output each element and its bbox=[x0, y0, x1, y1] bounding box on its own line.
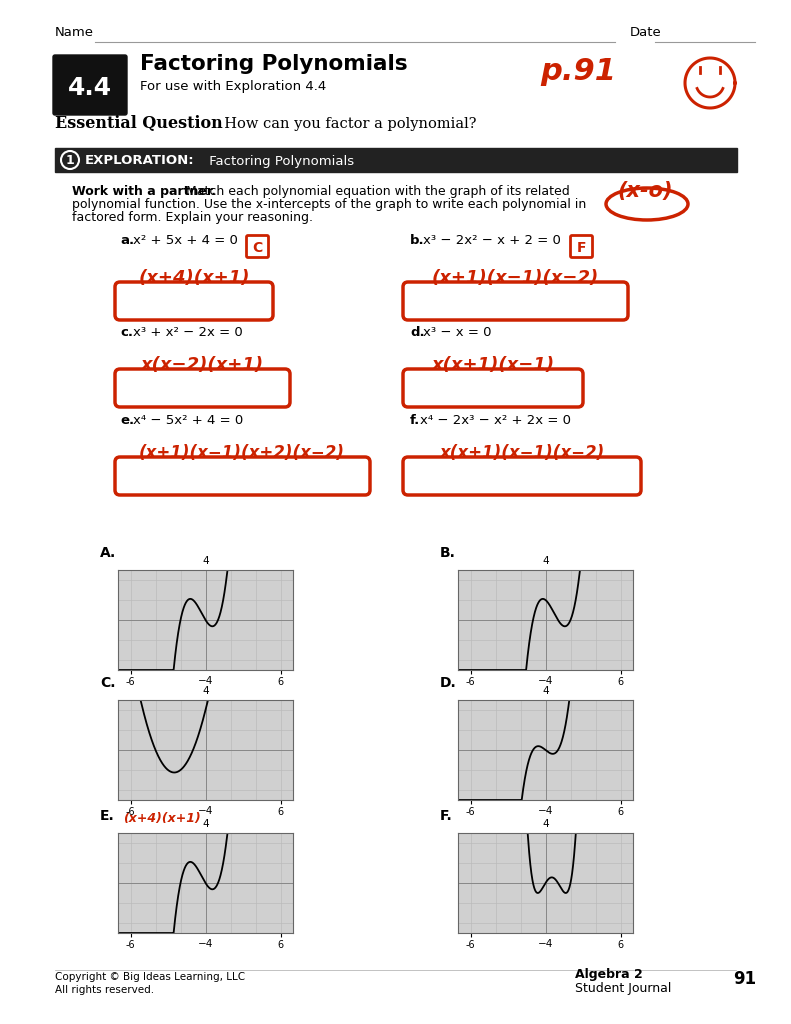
Text: −4: −4 bbox=[538, 676, 553, 686]
Text: x(x+1)(x−1)(x−2): x(x+1)(x−1)(x−2) bbox=[439, 444, 604, 462]
Text: factored form. Explain your reasoning.: factored form. Explain your reasoning. bbox=[72, 211, 313, 224]
Text: d.: d. bbox=[410, 326, 425, 339]
Text: x(x−2)(x+1): x(x−2)(x+1) bbox=[141, 356, 263, 374]
Text: 4: 4 bbox=[542, 556, 549, 566]
Text: 91: 91 bbox=[733, 970, 756, 988]
Text: 4: 4 bbox=[202, 686, 209, 696]
FancyBboxPatch shape bbox=[403, 282, 628, 319]
Text: For use with Exploration 4.4: For use with Exploration 4.4 bbox=[140, 80, 326, 93]
Text: C.: C. bbox=[100, 676, 115, 690]
Text: -1: -1 bbox=[188, 757, 200, 767]
Text: F.: F. bbox=[440, 809, 452, 823]
Text: a.: a. bbox=[120, 234, 134, 247]
Text: Name: Name bbox=[55, 26, 94, 39]
Text: −4: −4 bbox=[198, 806, 214, 816]
FancyBboxPatch shape bbox=[403, 369, 583, 407]
Text: 4: 4 bbox=[202, 819, 209, 829]
Text: Algebra 2: Algebra 2 bbox=[575, 968, 643, 981]
FancyBboxPatch shape bbox=[247, 236, 268, 257]
Text: 4: 4 bbox=[202, 556, 209, 566]
Text: All rights reserved.: All rights reserved. bbox=[55, 985, 154, 995]
Text: −4: −4 bbox=[198, 939, 214, 949]
Bar bbox=[55, 148, 737, 172]
Text: (x+1)(x−1)(x+2)(x−2): (x+1)(x−1)(x+2)(x−2) bbox=[139, 444, 345, 462]
Text: Date: Date bbox=[630, 26, 662, 39]
Text: Factoring Polynomials: Factoring Polynomials bbox=[140, 54, 407, 74]
FancyBboxPatch shape bbox=[115, 282, 273, 319]
Text: (x-o): (x-o) bbox=[617, 181, 672, 201]
Text: Factoring Polynomials: Factoring Polynomials bbox=[205, 155, 354, 168]
Text: Work with a partner.: Work with a partner. bbox=[72, 185, 216, 198]
Text: −4: −4 bbox=[198, 676, 214, 686]
Text: (x+1)(x−1)(x−2): (x+1)(x−1)(x−2) bbox=[431, 269, 599, 287]
Text: Copyright © Big Ideas Learning, LLC: Copyright © Big Ideas Learning, LLC bbox=[55, 972, 245, 982]
Text: f.: f. bbox=[410, 414, 420, 427]
Text: Student Journal: Student Journal bbox=[575, 982, 672, 995]
FancyBboxPatch shape bbox=[570, 236, 592, 257]
Text: E.: E. bbox=[100, 809, 115, 823]
Text: EXPLORATION:: EXPLORATION: bbox=[85, 155, 195, 168]
Circle shape bbox=[61, 151, 79, 169]
Text: B.: B. bbox=[440, 546, 456, 560]
Text: polynomial function. Use the x-intercepts of the graph to write each polynomial : polynomial function. Use the x-intercept… bbox=[72, 198, 586, 211]
FancyBboxPatch shape bbox=[115, 369, 290, 407]
FancyBboxPatch shape bbox=[403, 457, 641, 495]
Text: x³ + x² − 2x = 0: x³ + x² − 2x = 0 bbox=[133, 326, 243, 339]
Text: −4: −4 bbox=[538, 939, 553, 949]
Text: Match each polynomial equation with the graph of its related: Match each polynomial equation with the … bbox=[178, 185, 570, 198]
Text: 4: 4 bbox=[542, 686, 549, 696]
Text: (x+4)(x+1): (x+4)(x+1) bbox=[123, 812, 201, 825]
Text: c.: c. bbox=[120, 326, 133, 339]
FancyBboxPatch shape bbox=[115, 457, 370, 495]
Text: e.: e. bbox=[120, 414, 134, 427]
Text: x⁴ − 5x² + 4 = 0: x⁴ − 5x² + 4 = 0 bbox=[133, 414, 244, 427]
Text: (x+4)(x+1): (x+4)(x+1) bbox=[138, 269, 250, 287]
Text: −4: −4 bbox=[538, 806, 553, 816]
Text: b.: b. bbox=[410, 234, 425, 247]
Text: x(x+1)(x−1): x(x+1)(x−1) bbox=[431, 356, 554, 374]
Text: x⁴ − 2x³ − x² + 2x = 0: x⁴ − 2x³ − x² + 2x = 0 bbox=[420, 414, 571, 427]
Text: Essential Question: Essential Question bbox=[55, 115, 223, 132]
Text: D.: D. bbox=[440, 676, 456, 690]
Text: 4.4: 4.4 bbox=[68, 76, 112, 100]
Text: C: C bbox=[252, 241, 262, 255]
Text: A.: A. bbox=[100, 546, 116, 560]
Text: How can you factor a polynomial?: How can you factor a polynomial? bbox=[215, 117, 476, 131]
FancyBboxPatch shape bbox=[53, 55, 127, 115]
Text: -4: -4 bbox=[143, 757, 156, 767]
Text: 1: 1 bbox=[66, 154, 74, 167]
Text: F: F bbox=[577, 241, 586, 255]
Text: 4: 4 bbox=[542, 819, 549, 829]
Text: p.91: p.91 bbox=[540, 57, 616, 86]
Text: x³ − x = 0: x³ − x = 0 bbox=[423, 326, 491, 339]
Text: x³ − 2x² − x + 2 = 0: x³ − 2x² − x + 2 = 0 bbox=[423, 234, 561, 247]
Text: x² + 5x + 4 = 0: x² + 5x + 4 = 0 bbox=[133, 234, 238, 247]
